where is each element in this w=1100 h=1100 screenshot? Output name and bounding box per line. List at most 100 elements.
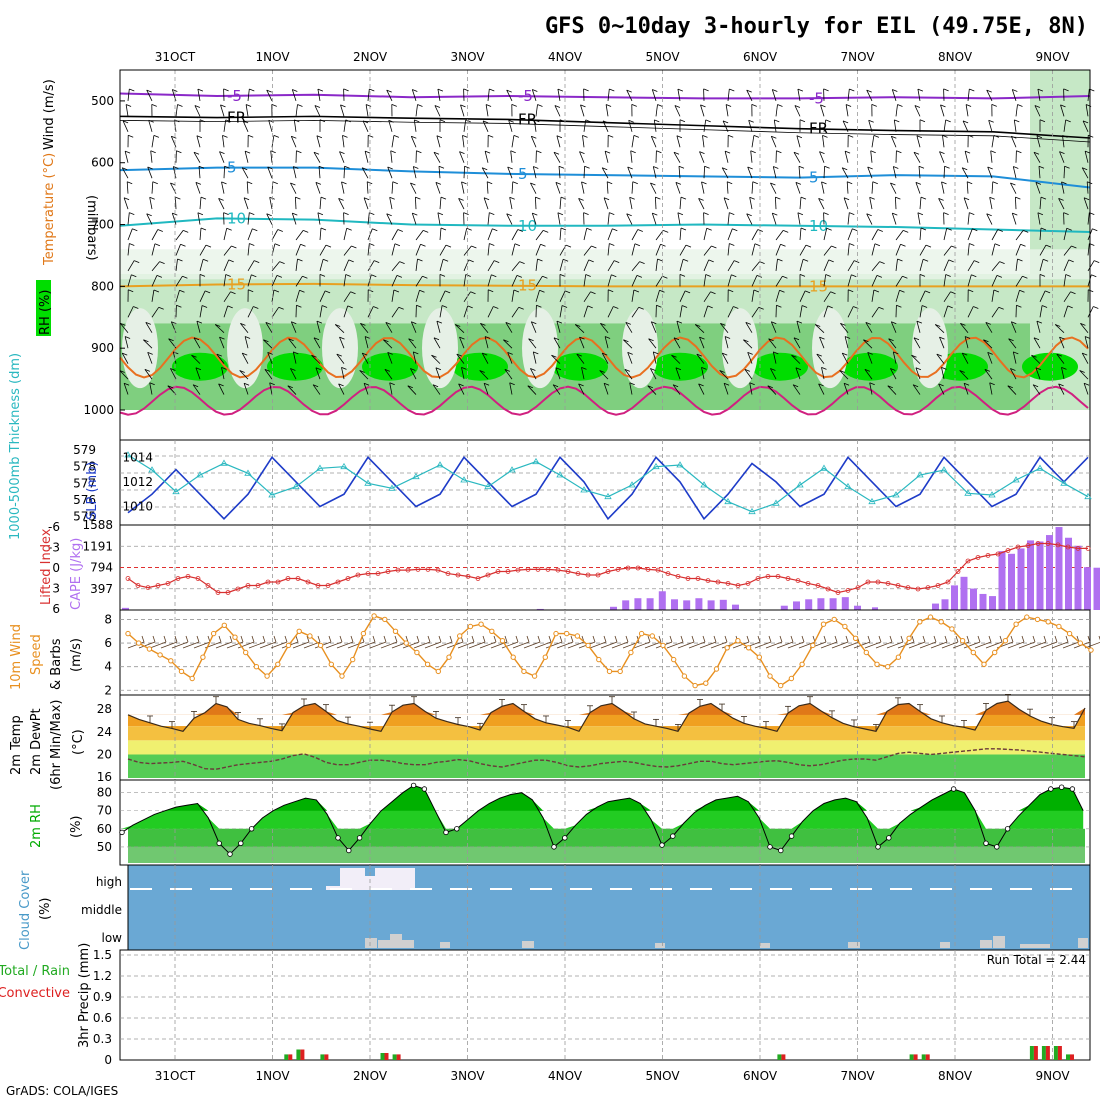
- wind-barb: [631, 275, 638, 287]
- wind-barb: [746, 213, 753, 225]
- wind-barb: [267, 166, 273, 179]
- low-cloud-block: [848, 942, 860, 948]
- wind-barb: [870, 150, 873, 163]
- wind-barb-flag: [648, 338, 654, 342]
- li-marker: [385, 569, 391, 574]
- wind-barb: [511, 243, 516, 256]
- wind-barb: [895, 230, 904, 241]
- wind-speed-marker: [371, 613, 377, 619]
- wind-barb: [990, 150, 993, 163]
- wind-barb-flag: [890, 182, 896, 186]
- wind-barb: [694, 324, 705, 334]
- surface-barb-flag: [966, 635, 970, 643]
- wind-barb-flag: [513, 135, 520, 138]
- wind-barb-flag: [479, 370, 485, 373]
- wind-barb-flag: [609, 88, 615, 92]
- wind-barb-flag: [626, 213, 632, 217]
- wind-barb-flag: [987, 166, 993, 170]
- wind-barb: [1060, 104, 1065, 117]
- high-cloud-streak: [890, 888, 912, 890]
- surface-barb-flag: [702, 635, 706, 643]
- wind-barb-flag: [471, 245, 477, 249]
- wind-barb: [679, 259, 684, 272]
- wind-barb: [315, 367, 321, 380]
- wind-barb-flag: [652, 212, 658, 216]
- li-marker: [465, 574, 471, 579]
- wind-barb-flag: [243, 382, 250, 386]
- wind-barb: [265, 322, 273, 333]
- cape-bar: [872, 607, 878, 610]
- wind-barb-flag: [986, 213, 992, 217]
- wind-barb-flag: [892, 212, 898, 216]
- li-line: [127, 542, 1088, 594]
- wind-speed-marker: [1077, 640, 1084, 646]
- wind-barb-flag: [369, 243, 375, 246]
- wind-barb: [271, 307, 280, 318]
- wind-barb-flag: [274, 243, 281, 247]
- wind-barb: [771, 212, 777, 225]
- wind-barb: [799, 227, 802, 241]
- temp-tick: 16: [97, 770, 112, 784]
- surface-barb-flag: [922, 635, 926, 643]
- wind-barb: [1087, 88, 1090, 101]
- wind-barb-flag: [226, 227, 232, 231]
- wind-barb: [630, 150, 633, 163]
- wind-barb: [172, 166, 177, 179]
- wind-barb-flag: [373, 306, 379, 309]
- wind-barb-flag: [608, 289, 614, 293]
- wind-barb-flag: [350, 291, 356, 295]
- wind-speed-marker: [168, 658, 174, 664]
- surface-barb-flag: [1021, 635, 1025, 643]
- wind-barb-flag: [777, 258, 783, 262]
- wind-barb: [866, 89, 873, 102]
- wind-barb: [291, 212, 297, 225]
- wind-barb-flag: [842, 352, 848, 356]
- cape-bar: [960, 576, 968, 610]
- contour-label: -5: [809, 89, 824, 107]
- li-marker: [1035, 541, 1041, 546]
- surface-barb: [974, 641, 992, 649]
- wind-barb: [1061, 181, 1065, 194]
- li-tick: 3: [52, 582, 60, 596]
- wind-barb: [727, 306, 734, 318]
- wind-barb: [795, 367, 801, 380]
- wind-barb-flag: [508, 119, 514, 123]
- wind-barb-flag: [799, 119, 806, 123]
- thickness-marker: [1060, 479, 1068, 486]
- wind-barb-flag: [705, 119, 711, 123]
- wind-barb-flag: [756, 275, 763, 278]
- wind-barb-flag: [171, 321, 177, 325]
- cape-bar: [951, 585, 958, 610]
- wind-barb: [432, 384, 441, 395]
- li-marker: [165, 581, 171, 586]
- wind-barb-flag: [900, 243, 906, 247]
- wind-barb: [535, 230, 544, 241]
- thickness-marker: [244, 469, 252, 476]
- temp-contour-15: [119, 282, 1090, 288]
- wind-barb-flag: [288, 338, 294, 342]
- wind-barb-flag: [945, 274, 951, 277]
- wind-barb-flag: [584, 165, 590, 169]
- wind-barb: [170, 368, 177, 380]
- surface-barb-flag: [295, 635, 299, 643]
- thickness-marker: [844, 482, 852, 490]
- wind-barb: [288, 338, 297, 349]
- wind-barb: [151, 135, 155, 148]
- pressure-tick: 700: [91, 218, 114, 232]
- wind-barb-flag: [1016, 304, 1022, 308]
- thickness-marker: [748, 507, 756, 515]
- precip-tick: 0: [104, 1053, 112, 1067]
- wind-barb-flag: [647, 385, 653, 389]
- wind-barb: [171, 212, 177, 225]
- wind-barb-flag: [747, 352, 753, 355]
- thickness-series: [124, 451, 1092, 515]
- surface-barb-flag: [251, 635, 255, 643]
- wind-barb-flag: [153, 289, 160, 293]
- wind-barb: [892, 166, 897, 179]
- wind-barb-flag: [363, 382, 370, 386]
- wind-barb: [823, 274, 827, 287]
- rh-marker: [227, 851, 233, 857]
- wind-speed-marker: [414, 649, 420, 656]
- wind-barb: [963, 197, 969, 210]
